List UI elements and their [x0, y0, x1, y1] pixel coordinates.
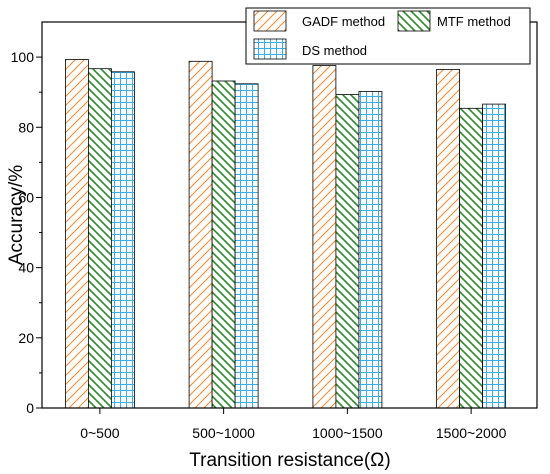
- bar-mtf-method-0-500: [88, 68, 112, 409]
- bar-gadf-method-0-500: [65, 59, 89, 409]
- y-tick-label: 40: [18, 260, 34, 276]
- legend-label-gadf: GADF method: [302, 14, 385, 29]
- legend-label-ds: DS method: [302, 43, 367, 58]
- x-tick-label: 500~1000: [192, 425, 255, 441]
- legend-label-mtf: MTF method: [437, 14, 511, 29]
- bar-mtf-method-500-1000: [211, 80, 236, 409]
- x-axis-title: Transition resistance(Ω): [189, 450, 390, 471]
- bar-ds-method-0-500: [111, 71, 135, 409]
- legend-swatch-mtf: [397, 10, 431, 32]
- legend-swatch-gadf: [253, 10, 287, 32]
- bar-mtf-method-1500-2000: [459, 107, 484, 409]
- legend-frame: [245, 7, 531, 65]
- x-tick-label: 1000~1500: [312, 425, 383, 441]
- y-tick-label: 80: [18, 119, 34, 135]
- y-tick-label: 0: [26, 400, 34, 416]
- bar-ds-method-1000-1500: [358, 91, 383, 409]
- y-axis-title: Accuracy/%: [6, 165, 27, 265]
- bar-gadf-method-1000-1500: [312, 65, 337, 409]
- x-tick-label: 0~500: [80, 425, 120, 441]
- x-tick-label: 1500~2000: [436, 425, 507, 441]
- y-tick-label: 60: [18, 189, 34, 205]
- bar-mtf-method-1000-1500: [335, 94, 360, 409]
- legend: GADF method MTF method DS method: [245, 7, 531, 65]
- y-tick-label: 100: [11, 49, 35, 65]
- bar-ds-method-500-1000: [234, 83, 259, 409]
- y-tick-label: 20: [18, 330, 34, 346]
- bar-ds-method-1500-2000: [482, 103, 507, 409]
- bar-gadf-method-1500-2000: [436, 69, 461, 409]
- bar-gadf-method-500-1000: [188, 60, 213, 409]
- legend-swatch-ds: [253, 38, 287, 60]
